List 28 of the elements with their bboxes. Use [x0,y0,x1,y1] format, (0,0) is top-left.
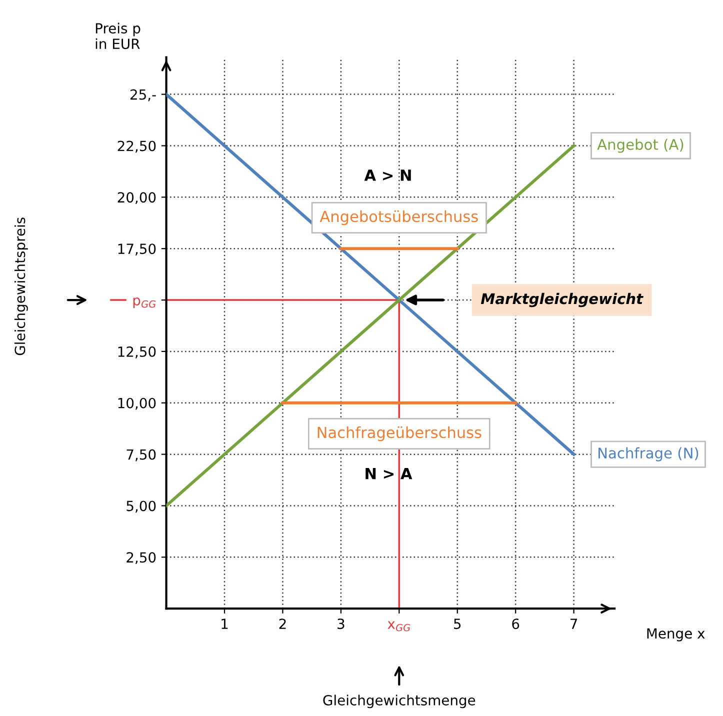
x-tick-label: 1 [222,618,228,629]
y-tick-label: 17,50 [118,244,156,256]
x-tick-label: x$_{GG}$ [388,621,410,632]
annotation: Marktgleichgewicht [480,292,644,308]
x-tick-label: 5 [454,618,461,630]
x-tick-label: 2 [279,618,286,629]
y-tick-label: 20,00 [118,192,156,204]
annotation: N > A [366,468,412,480]
y-tick-label: 2,50 [126,552,156,564]
y-axis-title: Preis p in EUR [96,22,140,50]
x-axis-title: Menge x [647,628,705,642]
y-tick-label: 22,50 [118,140,156,153]
y-tick-label: 25,- [130,89,156,102]
text: Gleichgewichtsmenge [323,694,476,708]
annotation: A > N [364,170,411,181]
annotation: Angebotsüberschuss [320,210,478,226]
y-tick-label: 12,50 [118,346,156,358]
text: Gleichgewichtspreis [14,218,28,356]
y-tick-label: 10,00 [118,398,156,410]
series-label: Nachfrage (N) [598,447,698,462]
y-tick-label: p$_{GG}$ [133,298,156,308]
x-tick-label: 7 [570,618,578,629]
annotation: Nachfrageüberschuss [318,426,482,442]
y-tick-label: 7,50 [126,449,156,462]
x-tick-label: 6 [512,618,520,630]
series-label: Angebot (A) [597,138,684,153]
x-tick-label: 3 [338,618,344,630]
y-tick-label: 5,00 [126,500,156,513]
